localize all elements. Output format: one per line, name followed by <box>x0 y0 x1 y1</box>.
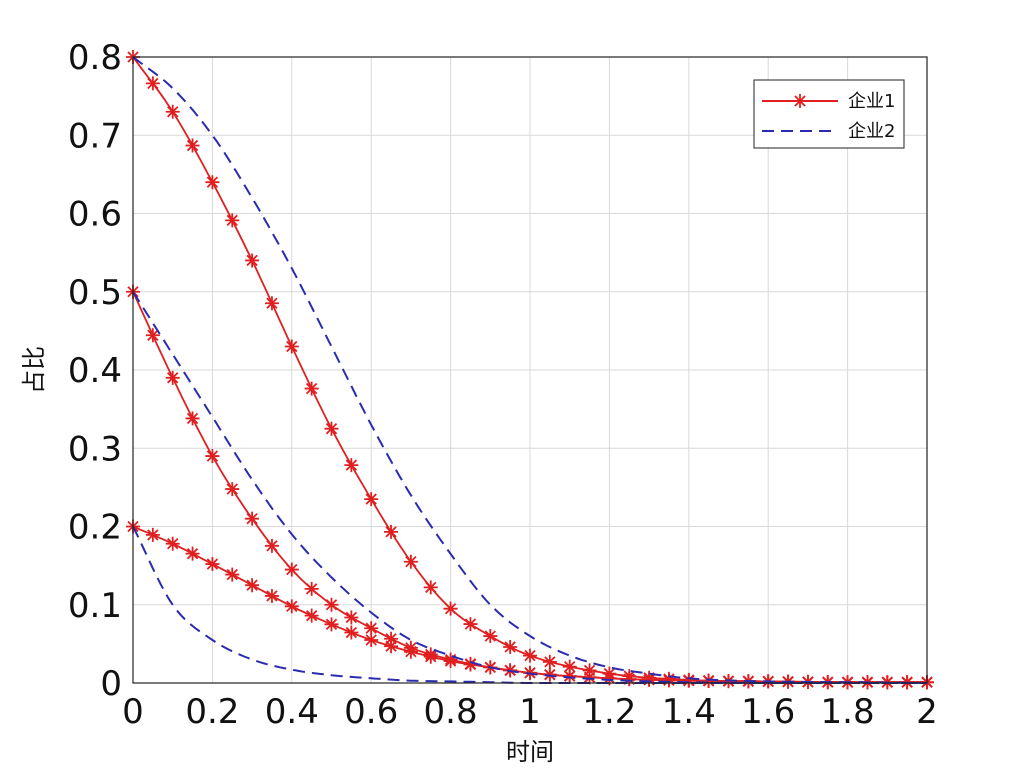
star-marker <box>185 546 200 561</box>
y-tick-label: 0.1 <box>68 586 122 626</box>
star-marker <box>185 411 200 426</box>
star-marker <box>582 670 597 685</box>
star-marker <box>384 524 399 539</box>
star-marker <box>463 617 478 632</box>
star-marker <box>443 601 458 616</box>
star-marker <box>403 554 418 569</box>
y-tick-label: 0.5 <box>68 273 122 313</box>
y-axis-label: 占比 <box>20 346 48 394</box>
legend-label: 企业1 <box>848 91 895 112</box>
x-tick-label: 1.4 <box>662 692 716 732</box>
star-marker <box>542 654 557 669</box>
x-tick-label: 2 <box>916 692 938 732</box>
series-line <box>132 56 927 684</box>
star-marker <box>245 511 260 526</box>
star-marker <box>145 328 160 343</box>
star-marker <box>205 175 220 190</box>
star-marker <box>304 608 319 623</box>
x-tick-label: 0 <box>122 692 144 732</box>
x-axis-label: 时间 <box>506 738 554 766</box>
star-marker <box>344 610 359 625</box>
star-marker <box>264 296 279 311</box>
star-marker <box>602 671 617 686</box>
star-marker <box>284 599 299 614</box>
star-marker <box>225 567 240 582</box>
x-tick-label: 0.8 <box>424 692 478 732</box>
star-marker <box>344 458 359 473</box>
y-tick-label: 0.6 <box>68 195 122 235</box>
star-marker <box>165 536 180 551</box>
star-marker <box>165 104 180 119</box>
x-tick-label: 0.2 <box>185 692 239 732</box>
star-marker <box>562 659 577 674</box>
star-marker <box>165 370 180 385</box>
x-tick-label: 1 <box>519 692 541 732</box>
star-marker <box>225 482 240 497</box>
legend-box <box>753 79 905 149</box>
series-path <box>132 56 927 684</box>
series-layer <box>126 50 934 690</box>
star-marker <box>793 94 807 108</box>
y-tick-label: 0.4 <box>68 351 122 391</box>
star-marker <box>264 538 279 553</box>
star-marker <box>384 631 399 646</box>
axes-frame <box>132 56 928 684</box>
star-marker <box>483 629 498 644</box>
star-marker <box>364 632 379 647</box>
star-marker <box>304 381 319 396</box>
star-marker <box>185 138 200 153</box>
star-marker <box>284 562 299 577</box>
star-marker <box>523 648 537 663</box>
star-marker <box>245 253 260 268</box>
star-marker <box>205 449 220 464</box>
legend-item: 企业1 <box>762 91 895 112</box>
star-marker <box>225 213 240 228</box>
star-marker <box>403 644 418 659</box>
star-marker <box>304 581 319 596</box>
star-marker <box>364 621 379 636</box>
legend-label: 企业2 <box>848 121 895 142</box>
x-tick-label: 1.8 <box>821 692 875 732</box>
y-tick-label: 0.7 <box>68 116 122 156</box>
star-marker <box>423 580 438 595</box>
star-marker <box>324 421 339 436</box>
y-tick-label: 0 <box>100 664 122 704</box>
y-tick-label: 0.8 <box>68 38 122 78</box>
y-tick-label: 0.2 <box>68 508 122 548</box>
x-tick-label: 0.6 <box>344 692 398 732</box>
star-marker <box>264 588 279 603</box>
star-marker <box>562 669 577 684</box>
y-tick-label: 0.3 <box>68 429 122 469</box>
star-marker <box>542 667 557 682</box>
star-marker <box>364 492 379 507</box>
star-marker <box>324 617 339 632</box>
star-marker <box>205 557 220 572</box>
star-marker <box>284 339 299 354</box>
star-marker <box>701 673 716 688</box>
star-marker <box>503 639 518 654</box>
x-tick-label: 1.2 <box>582 692 636 732</box>
star-marker <box>344 625 359 640</box>
star-marker <box>443 654 458 669</box>
star-marker <box>642 672 657 687</box>
star-marker <box>622 672 637 687</box>
legend-item: 企业2 <box>762 121 895 142</box>
star-marker <box>384 639 399 654</box>
tick-labels: 0 0.2 0.4 0.6 0.8 1 1.2 1.4 1.6 1.8 2 0 0.1 0.2 0.3 0.4… <box>68 38 938 732</box>
star-marker <box>245 578 260 593</box>
star-marker <box>324 597 339 612</box>
star-marker <box>423 649 438 664</box>
star-marker <box>145 527 160 542</box>
star-marker <box>681 673 696 688</box>
star-marker <box>661 673 676 688</box>
x-tick-label: 0.4 <box>265 692 319 732</box>
star-marker <box>145 76 160 91</box>
x-tick-label: 1.6 <box>741 692 795 732</box>
star-marker <box>463 657 478 672</box>
